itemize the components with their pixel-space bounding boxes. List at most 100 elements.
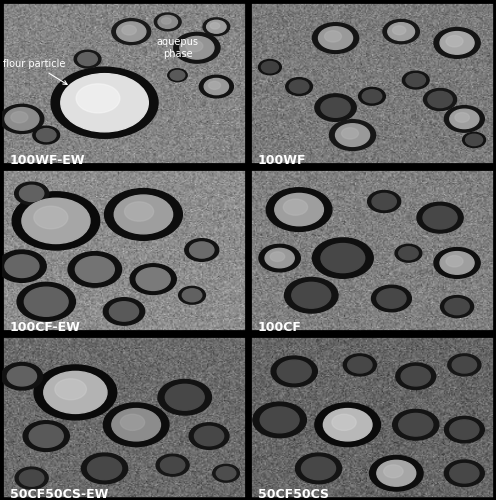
Circle shape xyxy=(103,298,145,325)
Circle shape xyxy=(455,112,469,122)
Circle shape xyxy=(19,470,44,486)
Text: 50CF50CS: 50CF50CS xyxy=(258,488,329,500)
Circle shape xyxy=(174,32,220,63)
Circle shape xyxy=(392,26,406,34)
Circle shape xyxy=(216,467,236,479)
Circle shape xyxy=(270,252,285,262)
Circle shape xyxy=(158,380,211,415)
Circle shape xyxy=(393,410,439,440)
Circle shape xyxy=(444,416,484,443)
Circle shape xyxy=(55,379,86,400)
Circle shape xyxy=(14,182,49,204)
Circle shape xyxy=(444,106,484,132)
Circle shape xyxy=(207,20,226,33)
Text: 50CF50CS-EW: 50CF50CS-EW xyxy=(10,488,108,500)
Circle shape xyxy=(0,250,46,282)
Circle shape xyxy=(179,286,205,304)
Circle shape xyxy=(312,238,373,279)
Circle shape xyxy=(258,60,281,75)
Circle shape xyxy=(286,78,312,96)
Circle shape xyxy=(199,75,233,98)
Circle shape xyxy=(321,244,365,272)
Circle shape xyxy=(440,252,474,274)
Circle shape xyxy=(24,287,68,316)
Circle shape xyxy=(283,199,308,215)
Circle shape xyxy=(315,403,380,446)
Circle shape xyxy=(154,13,181,31)
Circle shape xyxy=(17,282,75,321)
Text: aquepus
phase: aquepus phase xyxy=(156,37,198,58)
Circle shape xyxy=(444,460,484,486)
Circle shape xyxy=(124,202,154,221)
Circle shape xyxy=(440,296,474,318)
Circle shape xyxy=(266,188,332,232)
Circle shape xyxy=(384,465,403,478)
Circle shape xyxy=(81,453,127,484)
Circle shape xyxy=(321,98,350,117)
Circle shape xyxy=(315,94,356,122)
Circle shape xyxy=(168,69,187,82)
Circle shape xyxy=(121,414,145,430)
Circle shape xyxy=(450,109,479,128)
Circle shape xyxy=(34,206,68,229)
Circle shape xyxy=(213,464,240,482)
Circle shape xyxy=(372,285,411,312)
Circle shape xyxy=(271,356,317,387)
Circle shape xyxy=(259,244,300,272)
Circle shape xyxy=(0,104,44,134)
Circle shape xyxy=(75,256,114,282)
Circle shape xyxy=(130,264,176,294)
Circle shape xyxy=(23,420,69,452)
Circle shape xyxy=(446,36,463,47)
Circle shape xyxy=(463,132,486,148)
Text: flour particle: flour particle xyxy=(3,59,67,84)
Circle shape xyxy=(302,457,336,479)
Circle shape xyxy=(275,194,323,226)
Circle shape xyxy=(285,278,338,313)
Circle shape xyxy=(112,408,161,441)
Circle shape xyxy=(348,357,372,373)
Circle shape xyxy=(68,252,122,287)
Circle shape xyxy=(446,256,463,267)
Circle shape xyxy=(324,30,342,42)
Circle shape xyxy=(434,248,480,278)
Circle shape xyxy=(19,186,44,202)
Circle shape xyxy=(265,248,294,268)
Circle shape xyxy=(399,247,418,260)
Circle shape xyxy=(424,88,457,110)
Circle shape xyxy=(37,128,56,141)
Text: 100WF: 100WF xyxy=(258,154,306,168)
Circle shape xyxy=(122,26,136,35)
Circle shape xyxy=(158,16,178,28)
Circle shape xyxy=(44,372,107,414)
Circle shape xyxy=(434,28,480,58)
Circle shape xyxy=(15,467,48,489)
Circle shape xyxy=(74,50,101,68)
Circle shape xyxy=(372,194,396,210)
Circle shape xyxy=(292,282,331,308)
Circle shape xyxy=(343,354,376,376)
Circle shape xyxy=(440,32,474,54)
Circle shape xyxy=(183,289,202,302)
Circle shape xyxy=(1,362,43,390)
Circle shape xyxy=(165,384,204,410)
Circle shape xyxy=(76,84,120,113)
Circle shape xyxy=(396,363,435,390)
Circle shape xyxy=(105,188,183,240)
Circle shape xyxy=(5,108,39,130)
Circle shape xyxy=(112,18,151,44)
Circle shape xyxy=(296,453,342,484)
Circle shape xyxy=(11,112,28,123)
Circle shape xyxy=(452,357,477,373)
Circle shape xyxy=(7,366,37,386)
Circle shape xyxy=(428,92,452,108)
Circle shape xyxy=(368,190,401,212)
Circle shape xyxy=(208,82,221,90)
Circle shape xyxy=(203,18,230,36)
Text: 100CF-EW: 100CF-EW xyxy=(10,321,81,334)
Circle shape xyxy=(406,74,426,86)
Circle shape xyxy=(29,425,63,448)
Circle shape xyxy=(180,36,214,59)
Circle shape xyxy=(277,360,311,382)
Circle shape xyxy=(329,120,375,150)
